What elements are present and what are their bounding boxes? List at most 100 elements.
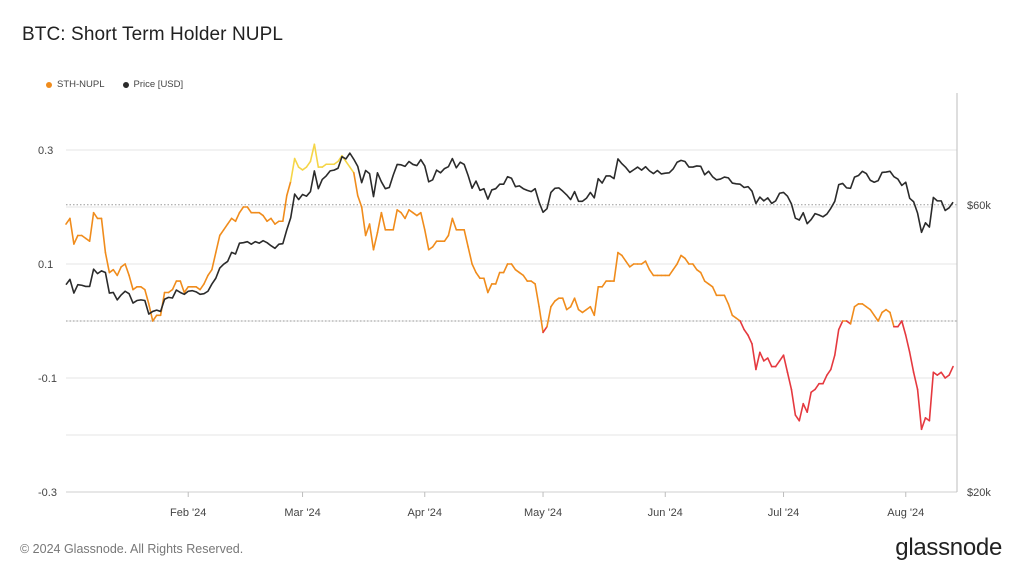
x-tick-label: Aug '24 [887, 507, 924, 519]
sth-nupl-segment [274, 220, 280, 225]
sth-nupl-segment [766, 357, 773, 368]
sth-nupl-segment [380, 211, 387, 231]
sth-nupl-segment [751, 342, 757, 371]
sth-nupl-segment [487, 283, 493, 294]
sth-nupl-segment [262, 214, 268, 223]
sth-nupl-segment [723, 294, 730, 305]
sth-nupl-segment [333, 160, 339, 166]
sth-nupl-segment [420, 211, 426, 231]
legend-item-sth-nupl[interactable]: STH-NUPL [46, 79, 105, 90]
sth-nupl-segment [546, 305, 552, 328]
sth-nupl-segment [128, 274, 134, 291]
sth-nupl-segment [282, 194, 288, 223]
sth-nupl-segment [92, 211, 99, 220]
sth-nupl-segment [392, 209, 398, 231]
sth-nupl-segment [668, 268, 674, 277]
sth-nupl-segment [183, 285, 190, 294]
sth-nupl-segment [613, 251, 619, 282]
x-tick-label: May '24 [524, 507, 562, 519]
sth-nupl-segment [285, 180, 292, 197]
legend-dot-price [122, 81, 129, 88]
sth-nupl-segment [759, 351, 765, 362]
x-tick-label: Mar '24 [284, 507, 320, 519]
sth-nupl-segment [132, 285, 138, 291]
sth-nupl-segment [100, 217, 107, 254]
sth-nupl-segment [554, 297, 560, 302]
sth-nupl-segment [234, 211, 241, 223]
sth-nupl-segment [199, 283, 205, 291]
x-tick-label: Jul '24 [768, 507, 799, 519]
sth-nupl-segment [644, 260, 651, 271]
sth-nupl-segment [897, 320, 903, 328]
sth-nupl-segment [345, 160, 351, 168]
sth-nupl-segment [601, 280, 607, 288]
sth-nupl-segment [203, 274, 209, 285]
sth-nupl-segment [140, 285, 146, 291]
sth-nupl-segment [625, 260, 631, 268]
copyright-text: © 2024 Glassnode. All Rights Reserved. [20, 542, 244, 556]
sth-nupl-segment [305, 160, 312, 168]
sth-nupl-segment [349, 166, 355, 174]
sth-nupl-segment [144, 288, 150, 305]
sth-nupl-segment [88, 211, 95, 242]
sth-nupl-segment [69, 217, 75, 245]
sth-nupl-segment [408, 209, 414, 214]
sth-nupl-segment [222, 223, 229, 231]
y-left-tick-label: 0.3 [38, 145, 53, 157]
sth-nupl-segment [806, 391, 812, 414]
sth-nupl-segment [617, 251, 623, 257]
sth-nupl-segment [510, 263, 517, 271]
sth-nupl-segment [794, 414, 801, 422]
glassnode-logo: glassnode [895, 534, 1002, 561]
sth-nupl-segment [171, 280, 178, 291]
y-left-tick-label: -0.1 [38, 373, 57, 385]
sth-nupl-segment [542, 325, 548, 334]
sth-nupl-segment [226, 217, 233, 225]
sth-nupl-segment [672, 263, 678, 271]
legend-dot-sth-nupl [46, 81, 52, 88]
sth-nupl-segment [404, 209, 410, 220]
sth-nupl-segment [451, 217, 458, 231]
sth-nupl-segment [463, 229, 469, 248]
sth-nupl-segment [798, 402, 805, 422]
sth-nupl-segment [483, 277, 489, 294]
sth-nupl-segment [321, 163, 328, 168]
sth-nupl-segment [904, 334, 911, 354]
sth-nupl-segment [628, 263, 635, 268]
sth-nupl-segment [270, 217, 276, 225]
legend-item-price[interactable]: Price [USD] [122, 79, 183, 90]
sth-nupl-segment [940, 371, 946, 379]
sth-nupl-segment [684, 257, 690, 265]
sth-nupl-segment [648, 268, 655, 277]
sth-nupl-segment [703, 280, 710, 285]
sth-nupl-segment [861, 303, 868, 308]
sth-nupl-segment [297, 166, 304, 171]
sth-nupl-segment [356, 194, 363, 208]
sth-nupl-segment [774, 360, 781, 368]
legend-label-sth-nupl: STH-NUPL [57, 79, 105, 90]
sth-nupl-segment [565, 305, 572, 311]
sth-nupl-segment [108, 268, 115, 274]
sth-nupl-segment [530, 280, 536, 285]
sth-nupl-segment [215, 234, 221, 254]
y-right-tick-label: $20k [967, 487, 991, 499]
sth-nupl-segment [908, 351, 915, 374]
sth-nupl-segment [826, 368, 832, 376]
y-right-tick-label: $60k [967, 200, 991, 212]
sth-nupl-segment [786, 371, 793, 391]
sth-nupl-segment [471, 263, 477, 274]
sth-nupl-segment [790, 388, 797, 416]
sth-nupl-segment [423, 229, 430, 251]
chart-legend: STH-NUPL Price [USD] [46, 79, 183, 90]
sth-nupl-segment [731, 314, 738, 319]
price-series-line [65, 152, 954, 315]
sth-nupl-segment [881, 308, 887, 314]
sth-nupl-segment [707, 283, 714, 288]
y-left-tick-label: -0.3 [38, 487, 57, 499]
sth-nupl-segment [830, 354, 836, 371]
sth-nupl-segment [755, 351, 761, 371]
sth-nupl-segment [692, 263, 698, 271]
sth-nupl-segment [569, 297, 576, 308]
sth-nupl-segment [376, 211, 383, 234]
sth-nupl-segment [360, 206, 367, 237]
